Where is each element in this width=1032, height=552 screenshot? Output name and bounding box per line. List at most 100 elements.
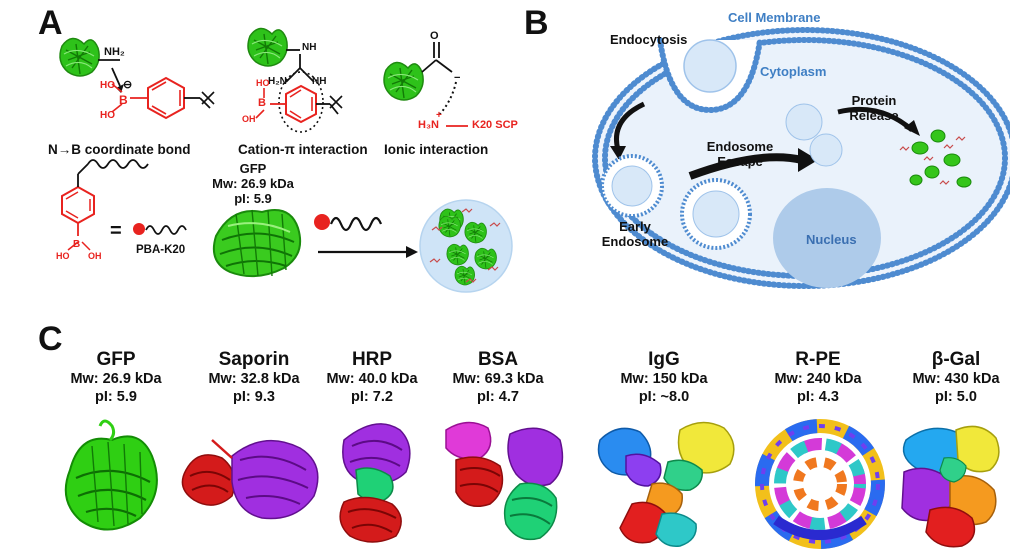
escaped-nanocomplex-1: [785, 103, 823, 141]
protein-name: BSA: [477, 349, 519, 370]
panel-a-graphics: [59, 27, 513, 293]
ho3-label: HO: [256, 78, 270, 88]
phenyl-ring-1: [147, 76, 185, 120]
gfp-structure: [64, 419, 158, 531]
protein-pi: pI: ~8.0: [638, 389, 690, 406]
pba-red-dot: [133, 223, 145, 235]
interaction-label-nb: N→B coordinate bond: [48, 142, 191, 157]
endosome-escape-line2: Escape: [717, 153, 763, 169]
protein-mw: Mw: 150 kDa: [620, 370, 708, 387]
nh-b-label: NH: [312, 76, 327, 87]
protein-label-3: BSA Mw: 69.3 kDa pI: 4.7: [438, 350, 558, 406]
beta-gal-structure: [901, 425, 1000, 548]
arrow-nb: [111, 67, 121, 87]
boron-negative-charge: ⊖: [123, 79, 133, 91]
saporin-structure: [181, 439, 319, 520]
protein-pi: pI: 7.2: [351, 389, 393, 406]
h2n-label: H₂N: [268, 76, 287, 87]
nucleus-label: Nucleus: [806, 232, 857, 247]
protein-pi: pI: 4.3: [797, 389, 839, 406]
early-endosome-label: Early Endosome: [598, 219, 672, 250]
protein-mw: Mw: 32.8 kDa: [208, 370, 300, 387]
endosome-escape-arrow: [688, 153, 803, 180]
pba-k20-label: PBA-K20: [136, 244, 186, 256]
gfp-pi: pI: 5.9: [234, 190, 272, 206]
protein-name: Saporin: [218, 349, 290, 370]
endocytosed-nanocomplex: [683, 39, 737, 93]
gfp-protein-icon: [383, 61, 424, 101]
protein-label-4: IgG Mw: 150 kDa pI: ~8.0: [604, 350, 724, 406]
protein-mw: Mw: 240 kDa: [774, 370, 862, 387]
phenyl-ring-2: [285, 84, 317, 124]
oh3-label: OH: [242, 114, 256, 124]
panel-b-cell-diagram: [592, 27, 1010, 289]
igg-structure: [597, 421, 735, 547]
gfp-barrel-large: [212, 209, 302, 278]
oh4-label: OH: [88, 251, 102, 261]
ho4-label: HO: [56, 251, 70, 261]
bsa-structure: [445, 421, 564, 541]
gfp-mw: Mw: 26.9 kDa: [212, 175, 294, 191]
interaction-label-cation-pi: Cation-π interaction: [238, 142, 368, 157]
interaction-label-ionic: Ionic interaction: [384, 142, 489, 157]
protein-label-5: R-PE Mw: 240 kDa pI: 4.3: [758, 350, 878, 406]
protein-label-2: HRP Mw: 40.0 kDa pI: 7.2: [312, 350, 432, 406]
protein-pi: pI: 5.0: [935, 389, 977, 406]
protein-mw: Mw: 430 kDa: [912, 370, 1000, 387]
released-proteins: [909, 129, 972, 188]
protein-name: R-PE: [795, 349, 841, 370]
o-minus-label: −: [454, 72, 461, 84]
gfp-info: GFP Mw: 26.9 kDa pI: 5.9: [208, 161, 298, 207]
protein-name: HRP: [351, 349, 393, 370]
r-pe-structure: [755, 419, 885, 549]
boron-4-label: B: [73, 239, 81, 250]
protein-name: IgG: [648, 349, 680, 370]
ho-label: HO: [100, 80, 115, 91]
protein-release-line1: Protein: [851, 93, 897, 108]
protein-label-1: Saporin Mw: 32.8 kDa pI: 9.3: [194, 350, 314, 406]
protein-structures-graphics: [64, 419, 1000, 549]
protein-release-label: Protein Release: [834, 93, 914, 124]
oxygen-label: O: [430, 30, 439, 42]
boron-2-label: B: [258, 97, 266, 109]
endosome-escape-label: Endosome Escape: [700, 139, 780, 170]
k20-scp-label: K20 SCP: [472, 119, 518, 131]
endocytosis-label: Endocytosis: [610, 32, 688, 47]
protein-pi: pI: 5.9: [95, 389, 137, 406]
cation-pi-dotted-ellipse: [278, 71, 324, 133]
panel-a-letter: A: [38, 4, 63, 42]
protein-pi: pI: 4.7: [477, 389, 519, 406]
gfp-protein-icon: [247, 27, 288, 67]
protein-pi: pI: 9.3: [233, 389, 275, 406]
cytoplasm-label: Cytoplasm: [760, 64, 827, 79]
nucleus: [773, 188, 881, 288]
pba-k20-icon-wave: [145, 225, 187, 235]
nh2-label: NH₂: [104, 46, 125, 58]
nh-label: NH: [302, 42, 317, 53]
protein-release-arrow: [837, 106, 914, 132]
protein-label-6: β-Gal Mw: 430 kDa pI: 5.0: [896, 350, 1016, 406]
gfp-name: GFP: [239, 161, 267, 176]
protein-name: β-Gal: [931, 349, 981, 370]
early-endosome-line1: Early: [619, 219, 651, 234]
protein-mw: Mw: 26.9 kDa: [70, 370, 162, 387]
endocytosis-arrow: [614, 101, 646, 151]
boron-label: B: [119, 93, 128, 107]
hrp-structure: [339, 423, 411, 543]
protein-label-0: GFP Mw: 26.9 kDa pI: 5.9: [56, 350, 176, 406]
reagent-red-dot: [314, 214, 330, 230]
ionic-dotted-line: [439, 81, 457, 115]
protein-name: GFP: [96, 349, 136, 370]
k20-chain-wave: [87, 159, 149, 169]
endosome-escape-line1: Endosome: [706, 139, 774, 154]
h3n-plus-label: +: [436, 110, 442, 121]
protein-mw: Mw: 69.3 kDa: [452, 370, 544, 387]
escaped-nanocomplex-2: [809, 133, 843, 167]
h3n-label: H₃N: [418, 119, 439, 131]
reagent-wave: [329, 216, 383, 232]
early-endosome-line2: Endosome: [601, 233, 669, 249]
protein-mw: Mw: 40.0 kDa: [326, 370, 418, 387]
cell-membrane-label: Cell Membrane: [728, 10, 821, 25]
equals-sign: =: [110, 220, 122, 242]
